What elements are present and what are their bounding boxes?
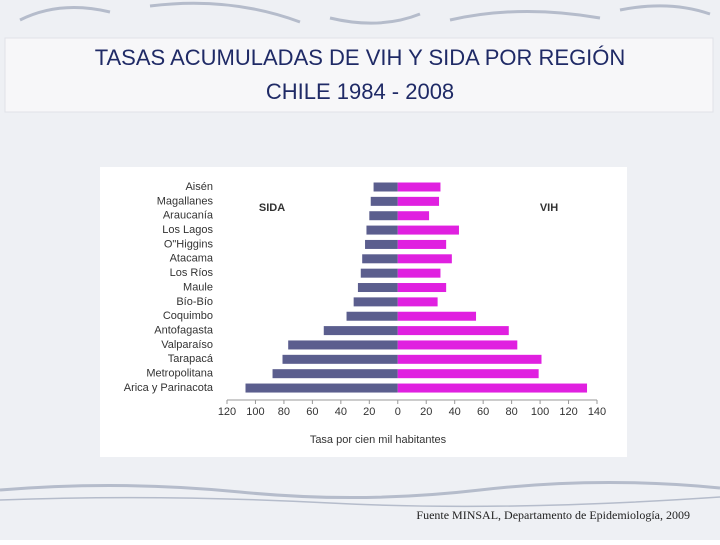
category-label: O"Higgins (164, 238, 214, 250)
x-tick-label: 80 (278, 406, 290, 418)
bar (373, 182, 398, 192)
bar (282, 354, 398, 364)
bar (397, 239, 447, 249)
bar (370, 196, 398, 206)
bar (366, 225, 398, 235)
bar (288, 340, 398, 350)
x-tick-label: 40 (335, 406, 347, 418)
x-tick-label: 80 (505, 406, 517, 418)
x-tick-label: 40 (449, 406, 461, 418)
x-tick-label: 20 (420, 406, 432, 418)
plot: 120 100 80 60 40 20 0 20 40 60 80 100 120 140 Aisén Mag… (124, 181, 606, 418)
series-label: SIDA (259, 202, 285, 214)
x-tick-label: 120 (559, 406, 577, 418)
bar (357, 283, 398, 293)
category-label: Bío-Bío (176, 296, 213, 308)
bar (397, 182, 441, 192)
x-tick-label: 120 (218, 406, 236, 418)
bar (397, 311, 477, 321)
category-label: Maule (183, 281, 213, 293)
category-label: Atacama (170, 253, 214, 265)
category-label: Magallanes (157, 195, 214, 207)
category-label: Arica y Parinacota (124, 382, 214, 394)
bar (397, 211, 430, 221)
category-label: Coquimbo (163, 310, 213, 322)
bar (397, 254, 452, 264)
category-label: Tarapacá (168, 353, 214, 365)
bar (397, 196, 440, 206)
bar (397, 326, 509, 336)
category-label: Metropolitana (146, 368, 214, 380)
category-label: Aisén (185, 181, 213, 193)
wave (0, 480, 720, 500)
bar (365, 239, 398, 249)
bar (397, 383, 588, 393)
bar (397, 268, 441, 278)
bar (369, 211, 398, 221)
x-tick-label: 60 (477, 406, 489, 418)
bar (360, 268, 398, 278)
bar (323, 326, 398, 336)
source-note: Fuente MINSAL, Departamento de Epidemiol… (416, 508, 690, 522)
wave (0, 496, 720, 508)
title-line: CHILE 1984 - 2008 (266, 79, 454, 104)
bar (397, 354, 542, 364)
bar (362, 254, 398, 264)
bar (397, 225, 459, 235)
bar (397, 369, 539, 379)
x-tick-label: 100 (531, 406, 549, 418)
bar (397, 297, 438, 307)
bar (272, 369, 398, 379)
bar (397, 340, 518, 350)
title-line: TASAS ACUMULADAS DE VIH Y SIDA POR REGIÓ… (95, 45, 626, 70)
category-label: Antofagasta (154, 325, 214, 337)
wave (19, 1, 711, 25)
bar (245, 383, 398, 393)
category-label: Araucanía (163, 210, 214, 222)
decoration (0, 1, 720, 508)
category-label: Los Ríos (170, 267, 214, 279)
series-label: VIH (540, 202, 558, 214)
bar (397, 283, 447, 293)
category-label: Valparaíso (161, 339, 213, 351)
x-tick-label: 0 (395, 406, 401, 418)
bar (346, 311, 398, 321)
title-box (4, 37, 714, 113)
category-label: Los Lagos (162, 224, 213, 236)
x-tick-label: 100 (246, 406, 264, 418)
x-tick-label: 20 (363, 406, 375, 418)
x-tick-label: 140 (588, 406, 606, 418)
x-axis-label: Tasa por cien mil habitantes (310, 434, 447, 446)
x-tick-label: 60 (306, 406, 318, 418)
bar (353, 297, 398, 307)
